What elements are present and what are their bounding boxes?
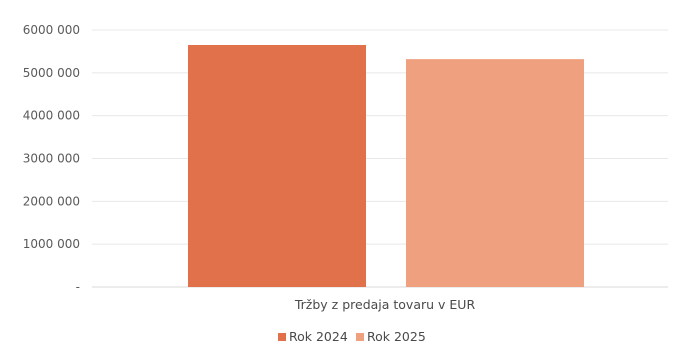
y-tick-label: 5000 000 (23, 66, 80, 80)
y-tick-label: 2000 000 (23, 194, 80, 208)
bars (188, 44, 584, 288)
y-tick-label: 6000 000 (23, 23, 80, 37)
x-category-label: Tržby z predaja tovaru v EUR (294, 297, 476, 312)
bar-rok-2024 (188, 44, 366, 287)
x-axis-category-labels: Tržby z predaja tovaru v EUR (294, 297, 476, 312)
y-tick-label: - (76, 280, 80, 294)
legend-label: Rok 2025 (367, 329, 426, 344)
y-tick-label: 1000 000 (23, 237, 80, 251)
bar-rok-2025 (406, 59, 584, 288)
legend: Rok 2024 Rok 2025 (278, 329, 426, 344)
y-tick-label: 3000 000 (23, 152, 80, 166)
y-tick-label: 4000 000 (23, 109, 80, 123)
y-axis-tick-labels: - 1000 000 2000 000 3000 000 4000 000 5000 00… (23, 23, 80, 294)
legend-swatch (356, 333, 364, 341)
legend-swatch (278, 333, 286, 341)
legend-label: Rok 2024 (289, 329, 348, 344)
